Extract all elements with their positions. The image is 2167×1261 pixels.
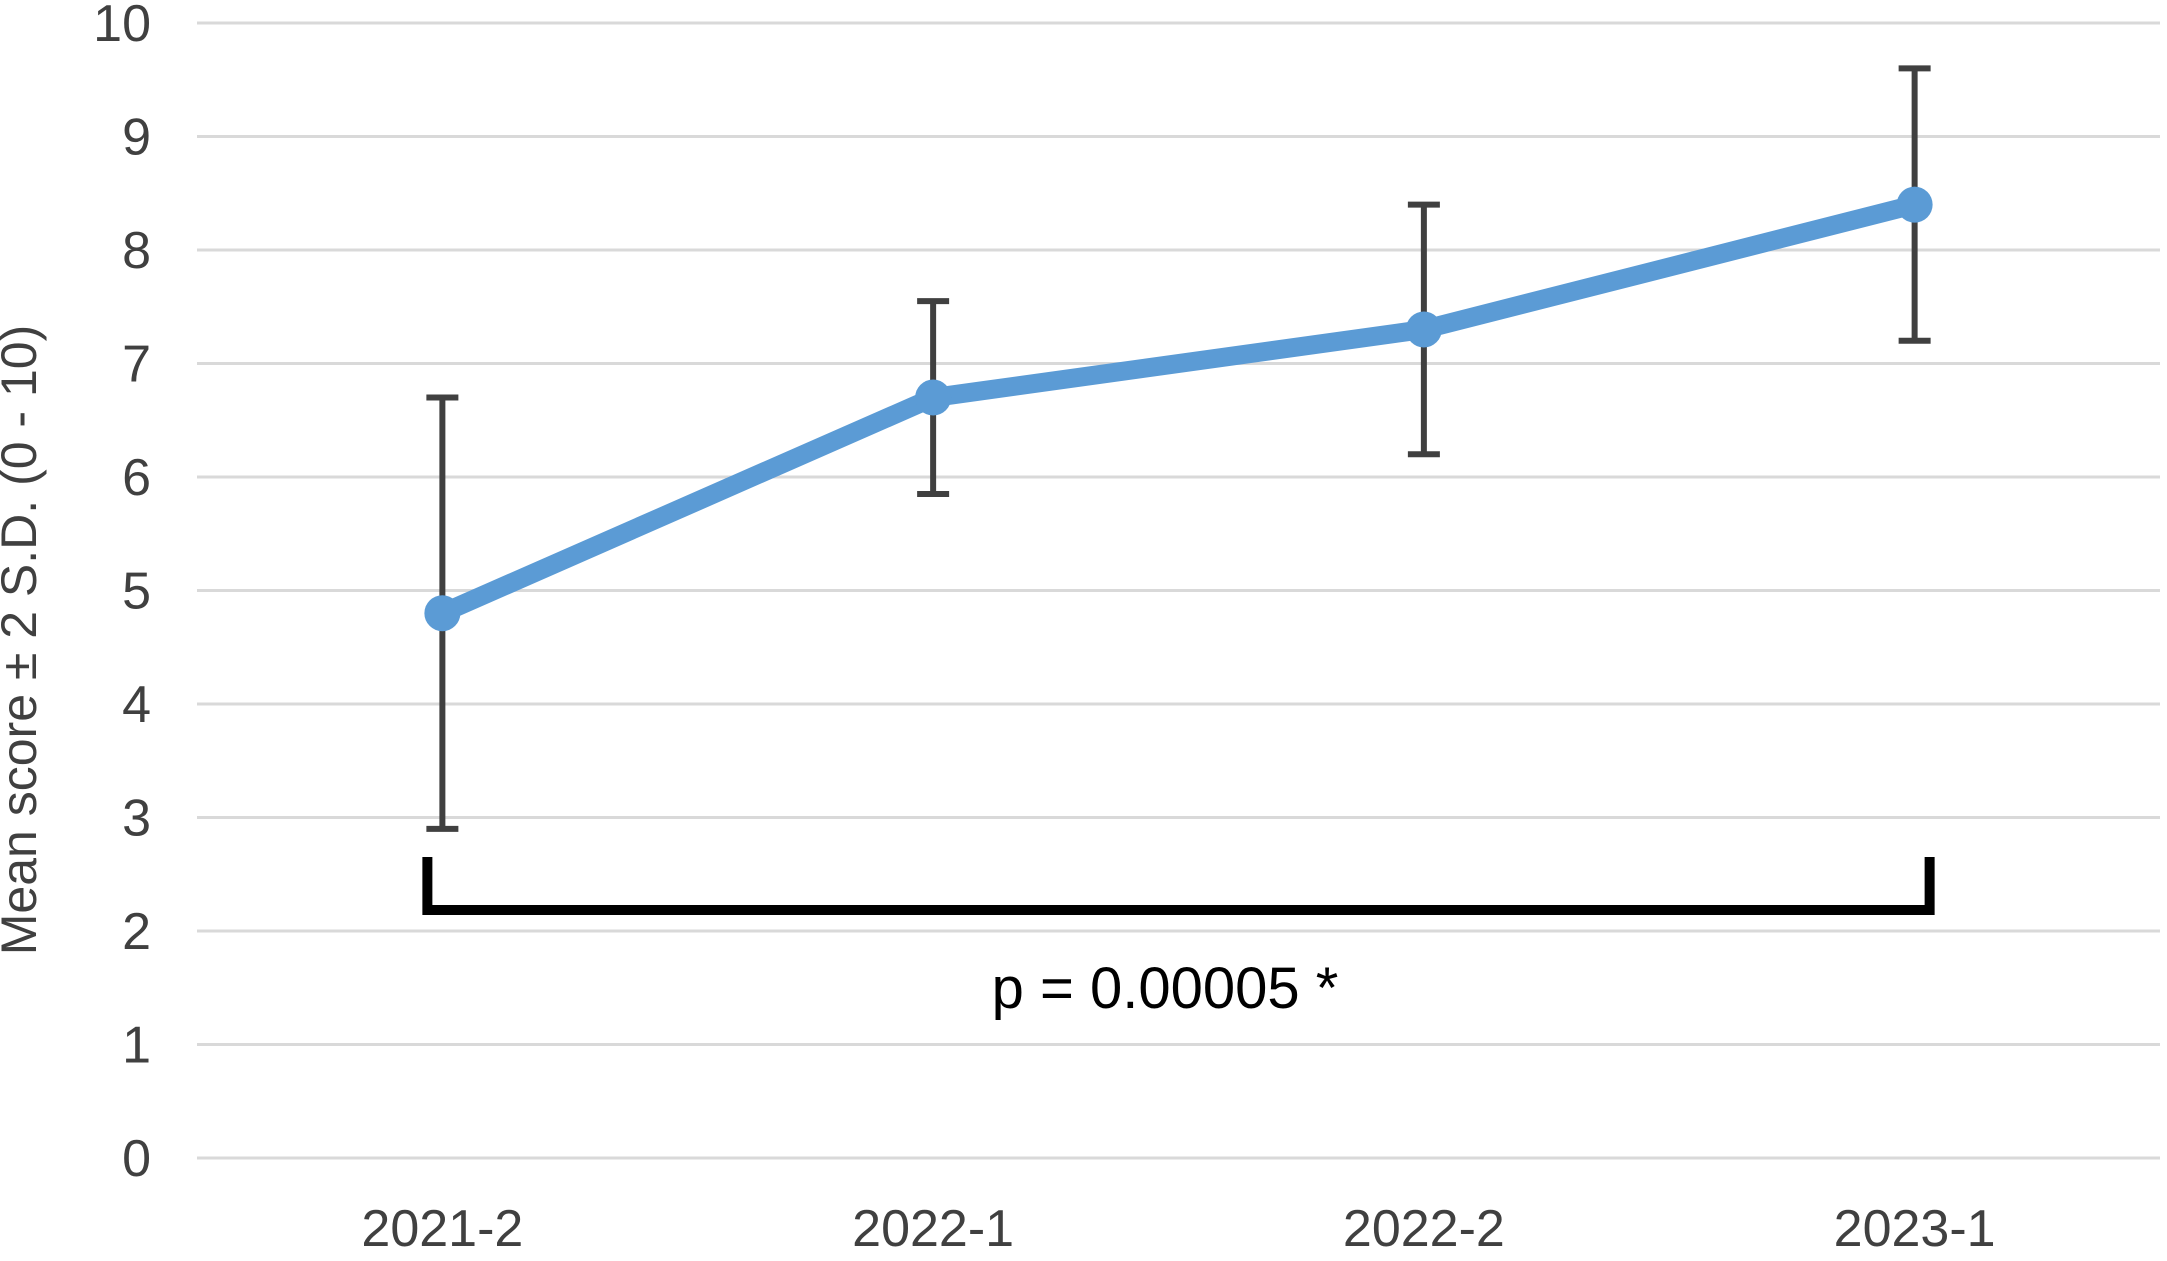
y-tick-labels: 0 1 2 3 4 5 6 7 8 9 10: [93, 0, 151, 1188]
y-tick-label: 10: [93, 0, 151, 53]
x-tick-label: 2023-1: [1834, 1200, 1996, 1258]
y-tick-label: 4: [122, 676, 151, 734]
x-tick-label: 2021-2: [361, 1200, 523, 1258]
significance-bracket: [422, 857, 1935, 915]
y-tick-label: 9: [122, 109, 151, 167]
data-points: [424, 186, 1933, 632]
data-point: [424, 595, 461, 632]
y-tick-label: 1: [122, 1017, 151, 1075]
data-point: [1896, 186, 1933, 223]
x-tick-label: 2022-1: [852, 1200, 1014, 1258]
y-tick-label: 5: [122, 563, 151, 621]
y-tick-label: 3: [122, 790, 151, 848]
p-value-label: p = 0.00005 *: [992, 956, 1339, 1021]
y-tick-label: 0: [122, 1130, 151, 1188]
y-axis-title: Mean score ± 2 S.D. (0 - 10): [0, 325, 47, 955]
y-tick-label: 7: [122, 336, 151, 394]
x-tick-labels: 2021-2 2022-1 2022-2 2023-1: [361, 1200, 1995, 1258]
y-tick-label: 6: [122, 449, 151, 507]
series-line: [432, 195, 1925, 623]
x-tick-label: 2022-2: [1343, 1200, 1505, 1258]
error-bars: [426, 65, 1931, 832]
y-tick-label: 8: [122, 222, 151, 280]
data-point: [1405, 311, 1442, 348]
gridlines: [197, 21, 2160, 1160]
y-tick-label: 2: [122, 903, 151, 961]
data-point: [915, 379, 952, 416]
